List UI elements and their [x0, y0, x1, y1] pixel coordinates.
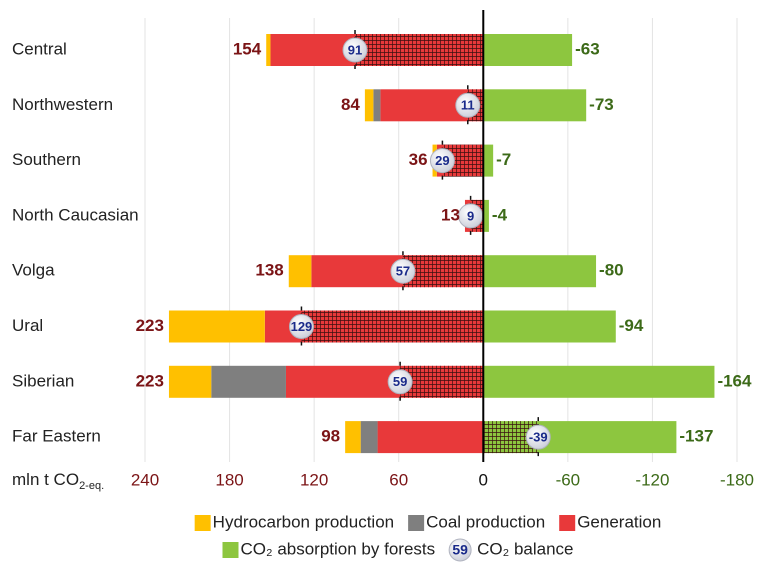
x-tick-label: 0 [479, 470, 488, 489]
x-tick-label: -120 [635, 470, 669, 489]
legend-label: Generation [577, 512, 661, 531]
balance-hatch [402, 255, 484, 288]
legend-label: CO₂ absorption by forests [240, 539, 435, 558]
absorption-label: -73 [589, 95, 614, 114]
bar-segment [168, 310, 265, 343]
balance-label: 9 [467, 208, 474, 223]
balance-label: -39 [529, 430, 548, 445]
x-axis-title: mln t CO2-eq. [12, 470, 104, 491]
total-label: 223 [136, 316, 164, 335]
balance-bubble [455, 92, 481, 118]
bar-segment [483, 365, 715, 398]
balance-bubble [342, 37, 368, 63]
balance-label: 129 [291, 319, 313, 334]
x-tick-label: 60 [389, 470, 408, 489]
total-label: 138 [255, 261, 283, 280]
legend-bubble [448, 538, 472, 562]
absorption-label: -4 [492, 205, 508, 224]
balance-bubble [387, 369, 413, 395]
legend-swatch [222, 542, 239, 558]
category-label: Ural [12, 316, 43, 335]
x-tick-label: 240 [131, 470, 159, 489]
total-label: 98 [321, 427, 340, 446]
legend-swatch [194, 515, 211, 531]
balance-hatch [301, 310, 484, 343]
category-label: Central [12, 39, 67, 58]
legend-bubble-label: 59 [452, 542, 468, 558]
legend-swatch [408, 515, 425, 531]
absorption-label: -137 [679, 427, 713, 446]
absorption-label: -7 [496, 150, 511, 169]
balance-label: 29 [435, 153, 449, 168]
absorption-label: -94 [619, 316, 644, 335]
x-tick-label: -60 [556, 470, 581, 489]
category-label: Southern [12, 150, 81, 169]
absorption-label: -63 [575, 39, 600, 58]
balance-label: 59 [393, 374, 407, 389]
category-label: Volga [12, 261, 55, 280]
balance-bubble [390, 258, 416, 284]
balance-label: 11 [461, 98, 475, 113]
total-label: 154 [233, 39, 262, 58]
x-tick-label: 120 [300, 470, 328, 489]
category-label: Siberian [12, 371, 74, 390]
legend-row: CO₂ absorption by forests 59 CO₂ balance [222, 538, 574, 562]
x-tick-label: 180 [215, 470, 243, 489]
legend-label: Coal production [426, 512, 545, 531]
balance-bubble [429, 148, 455, 174]
category-label: Northwestern [12, 95, 113, 114]
bar-segment [483, 144, 494, 177]
legend-label: Hydrocarbon production [213, 512, 394, 531]
bar-segment [483, 199, 489, 232]
balance-hatch [400, 365, 484, 398]
bar-segment [364, 89, 374, 122]
balance-hatch [355, 34, 484, 66]
balance-bubble [288, 314, 314, 339]
bar-segment [168, 365, 212, 398]
legend-label: CO₂ balance [477, 539, 573, 558]
x-tick-label: -180 [720, 470, 754, 489]
legend-row: Hydrocarbon production Coal production Gen… [194, 512, 661, 531]
absorption-label: -164 [717, 371, 752, 390]
bar-segment [377, 421, 484, 454]
total-label: 36 [409, 150, 428, 169]
bar-segment [345, 421, 361, 454]
bar-segment [211, 365, 286, 398]
bar-segment [266, 34, 271, 66]
bar-segment [373, 89, 381, 122]
bar-segment [288, 255, 312, 288]
bar-segment [483, 34, 573, 66]
absorption-label: -80 [599, 261, 624, 280]
category-label: Far Eastern [12, 427, 101, 446]
bar-segment [483, 89, 587, 122]
category-label: North Caucasian [12, 205, 139, 224]
balance-label: 91 [348, 42, 362, 57]
total-label: 223 [136, 371, 164, 390]
bar-segment [483, 255, 597, 288]
legend-swatch [559, 515, 576, 531]
balance-label: 57 [396, 264, 410, 279]
balance-bubble [525, 424, 551, 450]
total-label: 84 [341, 95, 360, 114]
total-label: 13 [441, 205, 460, 224]
bar-segment [360, 421, 378, 454]
bar-segment [483, 310, 616, 343]
